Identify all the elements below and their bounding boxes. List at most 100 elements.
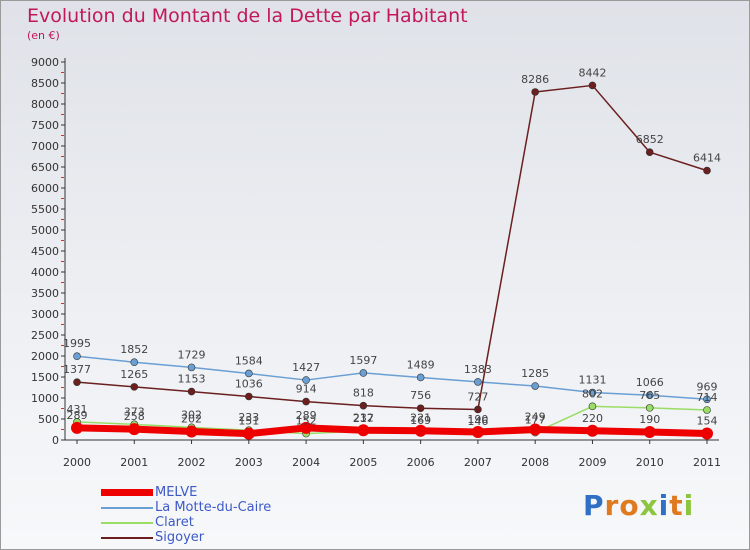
data-label: 258 bbox=[124, 410, 145, 423]
data-label: 232 bbox=[353, 411, 374, 424]
data-label: 1036 bbox=[235, 377, 263, 390]
y-tick-label: 3000 bbox=[31, 308, 59, 321]
logo-letter: x bbox=[639, 489, 659, 522]
data-point bbox=[701, 427, 713, 440]
data-label: 169 bbox=[410, 414, 431, 427]
legend-label: Claret bbox=[155, 515, 194, 530]
data-label: 302 bbox=[181, 408, 202, 421]
data-point bbox=[300, 421, 313, 434]
chart-title: Evolution du Montant de la Dette par Hab… bbox=[27, 5, 468, 27]
data-label: 190 bbox=[467, 413, 488, 426]
data-point bbox=[588, 81, 597, 90]
legend-item: Sigoyer bbox=[101, 530, 271, 545]
data-point bbox=[302, 376, 310, 384]
legend-label: La Motte-du-Caire bbox=[155, 500, 272, 515]
data-point bbox=[645, 391, 654, 400]
data-label: 1427 bbox=[292, 361, 320, 374]
data-label: 765 bbox=[639, 389, 660, 402]
data-label: 1852 bbox=[120, 343, 148, 356]
data-label: 1597 bbox=[349, 354, 377, 367]
data-label: 818 bbox=[353, 387, 374, 400]
data-point bbox=[643, 426, 656, 439]
series-line bbox=[76, 355, 708, 401]
data-point bbox=[128, 423, 141, 436]
data-point bbox=[645, 148, 654, 157]
y-tick-label: 3500 bbox=[31, 287, 59, 300]
data-point bbox=[588, 402, 597, 411]
data-label: 202 bbox=[181, 413, 202, 426]
data-point bbox=[529, 423, 542, 436]
y-tick-label: 9000 bbox=[31, 56, 59, 69]
x-tick-label: 2009 bbox=[578, 456, 606, 469]
x-tick-label: 2011 bbox=[693, 456, 721, 469]
data-label: 6852 bbox=[636, 133, 664, 146]
legend-label: MELVE bbox=[155, 485, 198, 500]
y-tick-label: 8000 bbox=[31, 98, 59, 111]
data-point bbox=[302, 397, 310, 406]
data-point bbox=[71, 421, 83, 434]
chart-subtitle: (en €) bbox=[27, 29, 60, 42]
data-label: 373 bbox=[124, 405, 145, 418]
data-label: 714 bbox=[697, 391, 718, 404]
data-point bbox=[130, 358, 139, 367]
data-point bbox=[531, 382, 539, 390]
data-point bbox=[73, 352, 81, 361]
data-point bbox=[359, 369, 368, 377]
data-label: 249 bbox=[525, 411, 546, 424]
data-point bbox=[416, 373, 425, 382]
data-label: 233 bbox=[238, 411, 259, 424]
series-line bbox=[76, 84, 708, 411]
series-line bbox=[76, 424, 708, 438]
data-point bbox=[357, 424, 370, 437]
data-point bbox=[245, 369, 253, 378]
legend-swatch bbox=[101, 506, 153, 509]
data-point bbox=[645, 404, 654, 412]
logo-letter: P bbox=[583, 489, 605, 522]
data-label: 1131 bbox=[578, 373, 606, 386]
logo-letter: i bbox=[658, 489, 670, 522]
data-label: 1153 bbox=[178, 373, 206, 386]
legend-swatch bbox=[101, 489, 153, 496]
data-label: 217 bbox=[353, 412, 374, 425]
data-label: 756 bbox=[410, 389, 431, 402]
x-tick-label: 2007 bbox=[464, 456, 492, 469]
y-tick-label: 6500 bbox=[31, 161, 59, 174]
y-tick-label: 5000 bbox=[31, 224, 59, 237]
data-label: 289 bbox=[296, 409, 317, 422]
data-point bbox=[242, 427, 255, 440]
y-tick-label: 7500 bbox=[31, 119, 59, 132]
data-label: 1285 bbox=[521, 367, 549, 380]
data-label: 969 bbox=[697, 380, 718, 393]
x-tick-label: 2004 bbox=[292, 456, 320, 469]
data-label: 220 bbox=[582, 412, 603, 425]
y-tick-label: 6000 bbox=[31, 182, 59, 195]
data-label: 1995 bbox=[63, 337, 91, 350]
data-label: 1383 bbox=[464, 363, 492, 376]
data-point bbox=[703, 166, 711, 175]
proxiti-logo: Proxiti bbox=[583, 489, 694, 522]
data-point bbox=[414, 424, 427, 437]
y-tick-label: 8500 bbox=[31, 77, 59, 90]
logo-letter: t bbox=[669, 489, 684, 522]
data-point bbox=[187, 387, 196, 396]
data-point bbox=[73, 378, 81, 386]
legend-swatch bbox=[101, 536, 153, 539]
y-tick-label: 2500 bbox=[31, 329, 59, 342]
data-label: 190 bbox=[639, 413, 660, 426]
logo-letter: i bbox=[683, 489, 695, 522]
data-label: 154 bbox=[697, 415, 718, 428]
data-label: 1066 bbox=[636, 376, 664, 389]
data-point bbox=[416, 404, 425, 413]
data-point bbox=[474, 378, 482, 386]
y-tick-label: 4500 bbox=[31, 245, 59, 258]
data-label: 146 bbox=[467, 415, 488, 428]
x-tick-label: 2001 bbox=[120, 456, 148, 469]
y-tick-label: 1000 bbox=[31, 392, 59, 405]
data-point bbox=[703, 395, 711, 404]
data-point bbox=[185, 425, 198, 438]
data-label: 6414 bbox=[693, 152, 721, 165]
data-point bbox=[531, 88, 539, 96]
x-tick-label: 2010 bbox=[636, 456, 664, 469]
logo-letter: r bbox=[604, 489, 620, 522]
